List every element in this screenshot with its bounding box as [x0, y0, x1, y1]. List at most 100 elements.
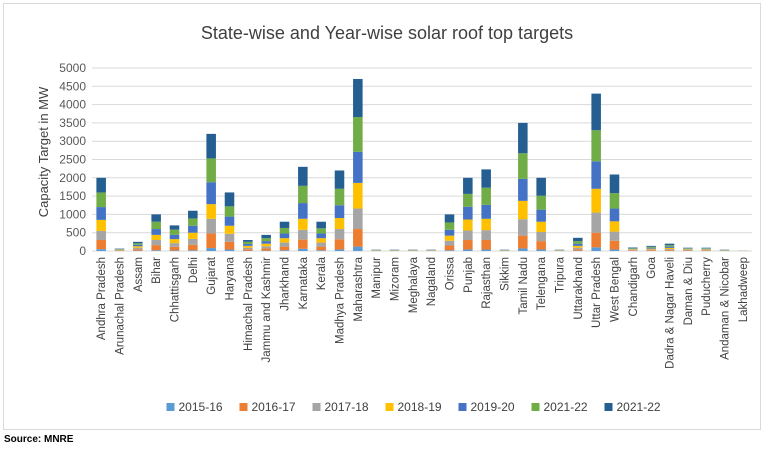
bar-segment [573, 249, 583, 251]
bar-segment [701, 250, 711, 251]
bar-segment [609, 174, 620, 194]
bar-segment [298, 166, 308, 186]
legend-swatch [604, 403, 613, 411]
bar-segment [188, 250, 198, 251]
bar-segment [316, 246, 326, 251]
bar-segment [298, 203, 308, 219]
bar-segment [279, 238, 290, 243]
x-tick-label: Orissa [445, 256, 457, 290]
y-tick-label: 0 [79, 244, 86, 258]
bar-segment [463, 230, 473, 241]
bar-segment [188, 218, 198, 226]
bar-segment [206, 158, 216, 183]
bar-segment [316, 238, 326, 243]
chart-frame: State-wise and Year-wise solar roof top … [3, 3, 761, 430]
x-tick-label: Haryana [225, 256, 237, 300]
bar-segment [334, 218, 345, 230]
bar-segment [188, 232, 198, 239]
x-axis-ticks: Andhra Pradesh Arunachal Pradesh Assam Biha… [96, 256, 750, 369]
bar-segment [298, 229, 308, 240]
bar-segment [96, 249, 106, 251]
legend-swatch [312, 403, 321, 411]
bar-segment [206, 233, 216, 249]
x-tick-label: Himachal Pradesh [243, 257, 255, 351]
bar-segment [463, 177, 473, 194]
bar-segment [151, 234, 161, 241]
bar-segment [518, 219, 528, 236]
bar-segment [591, 93, 601, 131]
bar-segment [536, 241, 546, 250]
x-tick-label: Lakhadweep [738, 257, 750, 322]
x-tick-label: Puducherry [701, 257, 713, 316]
x-tick-label: Maharashtra [353, 256, 365, 321]
bar-segment [334, 239, 345, 250]
bar-segment [683, 248, 693, 250]
bar-segment [206, 133, 216, 159]
bar-segment [463, 219, 473, 231]
bar-segment [151, 240, 161, 246]
bar-segment [628, 247, 638, 249]
bar-segment [206, 248, 216, 251]
bar-segment [536, 249, 546, 251]
bar-segment [279, 233, 290, 239]
x-tick-label: Goa [646, 256, 658, 278]
bar-segment [298, 248, 308, 251]
y-tick-label: 1500 [59, 189, 86, 203]
bar-segment [701, 249, 711, 250]
bar-segment [133, 246, 143, 248]
bar-segment [628, 249, 638, 251]
legend-label: 2016-17 [252, 400, 296, 414]
bar-segment [444, 245, 455, 251]
bar-segment [243, 241, 253, 245]
bar-segment [444, 235, 455, 241]
bar-segment [518, 122, 528, 154]
y-tick-label: 3000 [59, 134, 86, 148]
bar-segment [188, 210, 198, 219]
x-tick-label: Dadra & Nagar Haveli [665, 257, 677, 369]
bar-segment [279, 221, 290, 228]
bar-segment [591, 232, 601, 248]
bar-segment [169, 234, 180, 240]
bar-segment [646, 247, 656, 249]
bar-segment [298, 218, 308, 230]
bar-segment [151, 214, 161, 222]
bar-segment [536, 221, 546, 232]
bar-segment [536, 177, 546, 196]
bar-segment [664, 246, 675, 248]
bar-segment [481, 240, 491, 250]
bar-segment [224, 249, 235, 251]
legend-label: 2021-22 [617, 400, 661, 414]
bar-segment [683, 250, 693, 251]
bar-segment [334, 229, 345, 240]
bar-segment [353, 246, 363, 251]
bar-segment [481, 187, 491, 205]
bar-segment [96, 207, 106, 220]
bar-segment [96, 240, 106, 250]
bars [96, 78, 748, 251]
bar-segment [133, 249, 143, 251]
bar-segment [664, 249, 675, 251]
x-tick-label: Punjab [463, 257, 475, 293]
bar-segment [573, 245, 583, 248]
y-tick-label: 1000 [59, 207, 86, 221]
bar-segment [481, 218, 491, 231]
gridlines [92, 67, 752, 252]
bar-segment [444, 240, 455, 246]
legend-swatch [385, 403, 394, 411]
bar-segment [96, 177, 106, 193]
bar-segment [224, 206, 235, 217]
bar-segment [518, 235, 528, 249]
bar-segment [609, 221, 620, 232]
bar-segment [518, 178, 528, 201]
bar-segment [261, 248, 271, 251]
bar-segment [224, 241, 235, 250]
bar-segment [169, 246, 180, 251]
x-tick-label: Meghalaya [408, 256, 420, 313]
x-tick-label: Tamil Nadu [518, 257, 530, 315]
bar-segment [206, 182, 216, 205]
bar-segment [591, 212, 601, 233]
y-tick-label: 500 [66, 226, 86, 240]
bar-segment [591, 247, 601, 251]
x-tick-label: Chandigarh [628, 257, 640, 316]
bar-segment [573, 247, 583, 250]
